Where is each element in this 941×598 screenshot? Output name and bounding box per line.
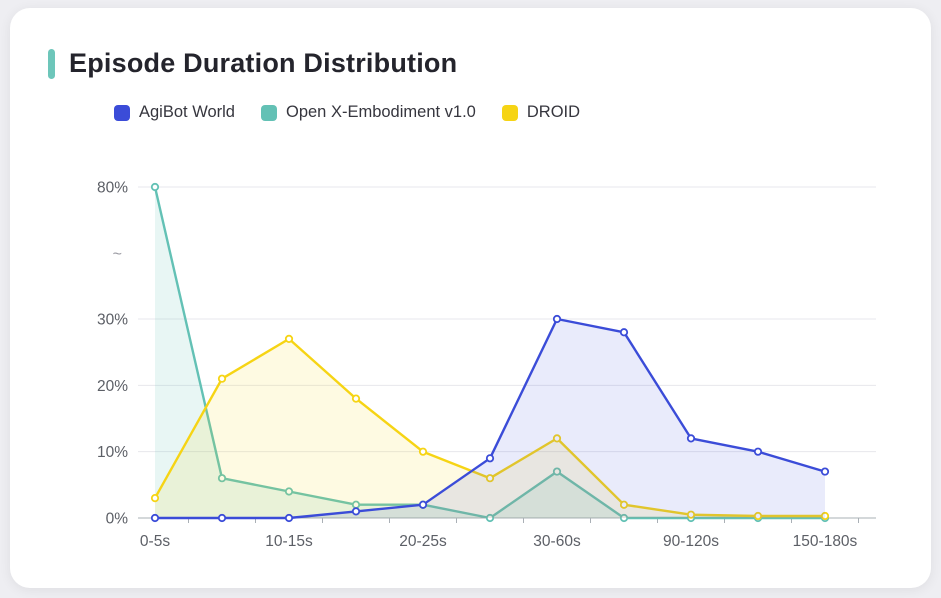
data-point-marker[interactable] [217, 374, 227, 383]
data-point-marker[interactable] [217, 474, 227, 483]
y-axis-label: 30% [97, 312, 128, 329]
y-axis-label: 80% [97, 180, 128, 197]
data-point-marker[interactable] [150, 493, 160, 503]
data-point-marker[interactable] [552, 314, 562, 324]
x-axis-label: 90-120s [663, 533, 719, 550]
page-title: Episode Duration Distribution [69, 48, 458, 78]
data-point-marker[interactable] [284, 487, 294, 496]
data-point-marker[interactable] [619, 513, 629, 523]
x-axis-label: 10-15s [265, 533, 313, 550]
data-point-marker[interactable] [351, 394, 361, 403]
data-point-marker[interactable] [284, 334, 294, 343]
y-axis-label: 20% [97, 378, 128, 395]
data-point-marker[interactable] [686, 434, 696, 443]
data-point-marker[interactable] [753, 511, 763, 521]
legend-swatch-icon [501, 104, 518, 121]
data-point-marker[interactable] [217, 513, 227, 523]
y-axis-label: 0% [106, 511, 129, 528]
data-point-marker[interactable] [686, 510, 696, 519]
data-point-marker[interactable] [485, 454, 495, 463]
data-point-marker[interactable] [820, 511, 830, 521]
series-area [155, 319, 825, 518]
x-axis-label: 0-5s [140, 533, 170, 550]
legend-label: DROID [526, 103, 581, 121]
legend-swatch-icon [261, 104, 277, 121]
data-point-marker[interactable] [418, 500, 428, 509]
x-axis-label: 30-60s [533, 533, 581, 550]
series-area [155, 187, 825, 518]
data-point-marker[interactable] [820, 467, 830, 476]
legend-item[interactable]: DROID [501, 103, 581, 122]
data-point-marker[interactable] [150, 182, 160, 192]
legend-label: AgiBot World [139, 103, 235, 121]
data-point-marker[interactable] [418, 447, 428, 456]
x-axis-label: 20-25s [399, 533, 447, 550]
data-point-marker[interactable] [351, 507, 361, 516]
data-point-marker[interactable] [552, 434, 562, 443]
data-point-marker[interactable] [619, 500, 629, 509]
chart-card: Episode Duration Distribution AgiBot Wor… [10, 8, 931, 588]
y-axis-break-symbol: ~ [113, 246, 122, 263]
legend: AgiBot World Open X-Embodiment v1.0 DROID [114, 103, 931, 122]
data-point-marker[interactable] [753, 447, 763, 456]
data-point-marker[interactable] [284, 513, 294, 523]
legend-item[interactable]: Open X-Embodiment v1.0 [261, 103, 476, 122]
x-axis-label: 150-180s [793, 533, 858, 550]
y-axis-label: 10% [97, 444, 128, 461]
chart-svg: 0% 10% 20% 30% 80% ~0-5s 10-15s 20-25s 30-60s 90-… [97, 180, 876, 550]
data-point-marker[interactable] [552, 467, 562, 476]
data-point-marker[interactable] [619, 328, 629, 337]
data-point-marker[interactable] [485, 513, 495, 523]
series-area [155, 338, 825, 518]
title-accent-bar [48, 48, 55, 79]
title-row: Episode Duration Distribution [48, 48, 931, 79]
legend-swatch-icon [114, 104, 130, 121]
legend-item[interactable]: AgiBot World [114, 103, 235, 122]
legend-label: Open X-Embodiment v1.0 [286, 103, 476, 121]
data-point-marker[interactable] [485, 474, 495, 483]
data-point-marker[interactable] [150, 513, 160, 523]
